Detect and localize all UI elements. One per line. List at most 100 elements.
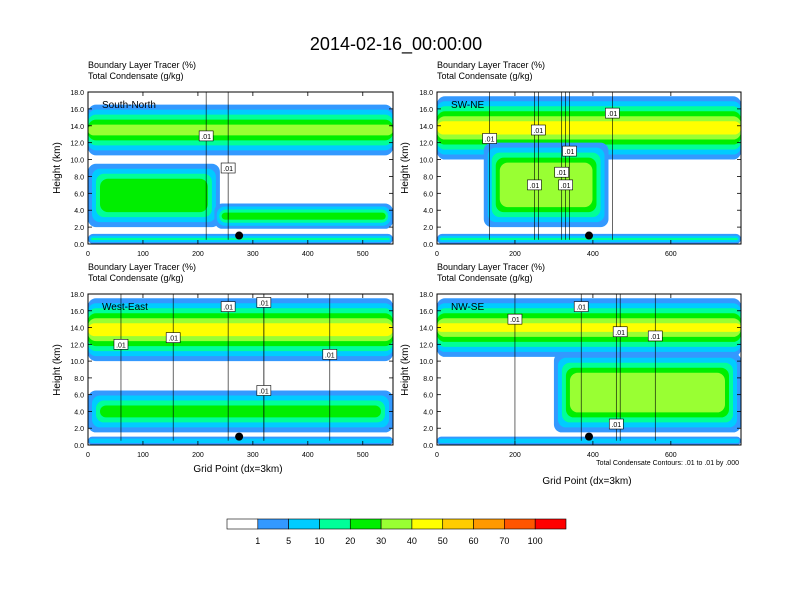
panel-label: South-North [102, 100, 156, 111]
y-tick-label: 4.0 [74, 208, 84, 215]
contour-label: .01 [168, 336, 178, 343]
y-tick-label: 14.0 [70, 326, 84, 333]
x-axis-label-left: Grid Point (dx=3km) [193, 464, 282, 475]
colorbar-label: 40 [407, 536, 417, 546]
y-tick-label: 6.0 [74, 393, 84, 400]
cloud-layer-band [88, 124, 393, 136]
contour-label: .01 [615, 330, 625, 337]
colorbar-label: 60 [469, 536, 479, 546]
colorbar-label: 100 [528, 536, 543, 546]
y-tick-label: 8.0 [423, 174, 433, 181]
y-tick-label: 6.0 [74, 191, 84, 198]
x-tick-label: 100 [137, 251, 149, 258]
colorbar-label: 50 [438, 536, 448, 546]
cloud-layer-band [437, 121, 741, 135]
panel-4: Boundary Layer Tracer (%)Total Condensat… [419, 262, 742, 459]
y-axis-label-bottom-right: Height (km) [400, 344, 411, 396]
y-tick-label: 2.0 [423, 225, 433, 232]
cloud-layer-band [89, 438, 392, 443]
panel-subtitle: Total Condensate (g/kg) [88, 273, 184, 283]
panel-title: Boundary Layer Tracer (%) [437, 262, 545, 272]
panel-subtitle: Total Condensate (g/kg) [88, 71, 184, 81]
cloud-layer-band [100, 178, 208, 213]
panel-frame [87, 91, 394, 245]
colorbar-swatch [257, 518, 289, 530]
contour-label-box [322, 349, 338, 360]
contour-label: .01 [116, 342, 126, 349]
panel-3: Boundary Layer Tracer (%)Total Condensat… [70, 262, 394, 459]
colorbar-label: 1 [255, 536, 260, 546]
y-tick-label: 8.0 [423, 376, 433, 383]
location-marker [235, 231, 244, 240]
panel-field [437, 92, 741, 244]
x-tick-label: 0 [86, 251, 90, 258]
panel-label: West-East [102, 302, 148, 313]
y-tick-label: 10.0 [419, 359, 433, 366]
y-tick-label: 12.0 [419, 342, 433, 349]
contour-label-box [482, 133, 497, 144]
y-tick-label: 4.0 [423, 208, 433, 215]
colorbar-swatch [319, 518, 351, 530]
colorbar-label: 30 [376, 536, 386, 546]
y-tick-label: 18.0 [419, 90, 433, 97]
y-tick-label: 12.0 [70, 141, 84, 148]
y-axis-label-top-right: Height (km) [400, 142, 411, 194]
colorbar-swatch [473, 518, 505, 530]
x-tick-label: 200 [192, 251, 204, 258]
x-tick-label: 200 [509, 251, 521, 258]
y-tick-label: 0.0 [74, 242, 84, 249]
contour-label-box [562, 145, 577, 157]
y-tick-label: 14.0 [70, 124, 84, 131]
colorbar-swatch [442, 518, 474, 530]
x-tick-label: 300 [247, 452, 259, 459]
panel-frame [436, 293, 742, 446]
x-tick-label: 200 [192, 452, 204, 459]
contour-label: .01 [565, 149, 575, 156]
contour-label-box [256, 385, 272, 396]
cloud-layer-band [569, 372, 725, 413]
x-tick-label: 300 [247, 251, 259, 258]
y-tick-label: 2.0 [423, 426, 433, 433]
colorbar-swatch [349, 518, 382, 530]
contour-label: .01 [259, 300, 269, 307]
location-marker [585, 432, 593, 441]
contour-label: .01 [510, 317, 520, 324]
y-axis-label-top-left: Height (km) [52, 142, 63, 194]
contour-label-box [220, 162, 236, 174]
y-tick-label: 8.0 [74, 174, 84, 181]
contour-label: .01 [201, 134, 211, 141]
colorbar-swatch [288, 518, 320, 530]
x-tick-label: 400 [302, 452, 314, 459]
panel-field [437, 294, 741, 445]
location-marker [235, 432, 244, 441]
contour-label: .01 [485, 136, 495, 143]
x-axis-label-right: Grid Point (dx=3km) [542, 476, 631, 487]
y-tick-label: 12.0 [70, 342, 84, 349]
contour-label: .01 [259, 388, 269, 395]
y-tick-label: 10.0 [70, 158, 84, 165]
y-tick-label: 14.0 [419, 124, 433, 131]
contour-label: .01 [561, 183, 571, 190]
y-tick-label: 0.0 [74, 443, 84, 450]
panel-frame [436, 91, 742, 245]
contour-label: .01 [650, 334, 660, 341]
contour-label: .01 [608, 111, 618, 118]
cloud-layer-band [438, 438, 740, 443]
colorbar-swatch [504, 518, 536, 530]
contour-label-box [527, 179, 542, 191]
panel-2: Boundary Layer Tracer (%)Total Condensat… [419, 60, 742, 258]
contour-label: .01 [223, 305, 233, 312]
y-tick-label: 0.0 [423, 443, 433, 450]
colorbar-swatch [380, 518, 413, 530]
contour-label-box [198, 130, 214, 142]
contour-label: .01 [530, 183, 540, 190]
colorbar-swatch [226, 518, 259, 530]
y-tick-label: 16.0 [419, 309, 433, 316]
contour-label-box [558, 179, 573, 191]
contour-label-box [256, 297, 272, 308]
x-tick-label: 0 [86, 452, 90, 459]
y-tick-label: 18.0 [70, 90, 84, 97]
contour-label: .01 [533, 128, 543, 135]
panel-field [88, 294, 393, 445]
x-tick-label: 0 [435, 251, 439, 258]
